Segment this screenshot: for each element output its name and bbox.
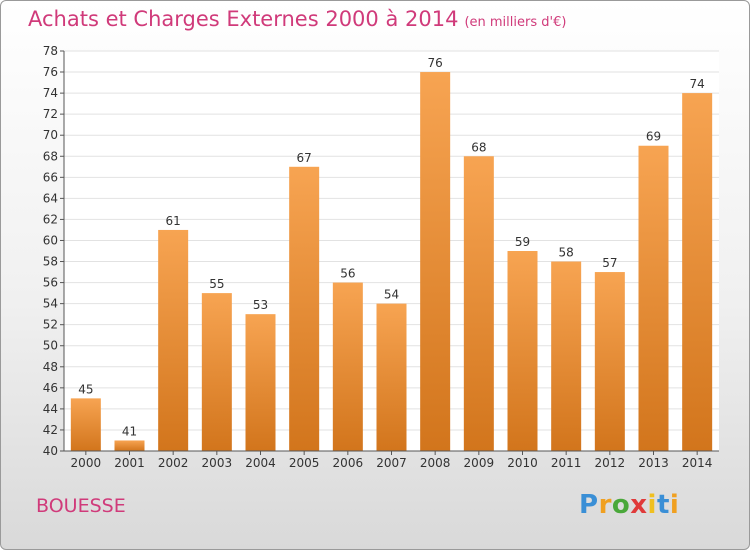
x-tick-label: 2001: [114, 456, 145, 470]
data-label: 56: [340, 267, 355, 281]
commune-name: BOUESSE: [36, 495, 126, 517]
logo-letter: i: [647, 490, 657, 520]
x-tick-label: 2004: [245, 456, 276, 470]
y-tick-label: 42: [43, 423, 58, 437]
logo-letter: t: [656, 490, 670, 520]
bar: [594, 272, 625, 451]
data-label: 53: [253, 298, 268, 312]
logo-letter: i: [669, 490, 680, 520]
data-label: 45: [78, 382, 93, 396]
data-label: 54: [384, 288, 399, 302]
logo-letter: o: [611, 490, 631, 520]
title-text: Achats et Charges Externes 2000 à 2014: [28, 7, 459, 31]
data-label: 67: [297, 151, 312, 165]
unit-label: (en milliers d'€): [464, 15, 567, 30]
chart-title: Achats et Charges Externes 2000 à 2014 (e…: [28, 7, 566, 31]
proxiti-logo: Proxiti: [579, 490, 679, 520]
y-tick-label: 74: [43, 86, 58, 100]
bar: [201, 293, 232, 451]
y-tick-label: 54: [43, 297, 58, 311]
x-tick-label: 2005: [289, 456, 320, 470]
data-label: 57: [602, 256, 617, 270]
y-tick-label: 70: [43, 128, 58, 142]
data-label: 76: [428, 56, 443, 70]
data-label: 59: [515, 235, 530, 249]
data-label: 61: [166, 214, 181, 228]
x-tick-label: 2012: [595, 456, 626, 470]
y-tick-label: 60: [43, 233, 58, 247]
y-tick-label: 78: [43, 44, 58, 58]
x-tick-label: 2006: [333, 456, 364, 470]
data-label: 41: [122, 424, 137, 438]
x-tick-label: 2009: [464, 456, 495, 470]
y-tick-label: 56: [43, 276, 58, 290]
x-tick-label: 2002: [158, 456, 189, 470]
y-tick-label: 66: [43, 170, 58, 184]
bar: [551, 261, 582, 451]
bar: [245, 314, 276, 451]
x-tick-label: 2013: [638, 456, 669, 470]
y-tick-label: 48: [43, 360, 58, 374]
logo-letter: x: [630, 490, 648, 520]
y-tick-label: 44: [43, 402, 58, 416]
bar: [114, 440, 145, 451]
y-tick-label: 40: [43, 444, 58, 458]
data-label: 74: [690, 77, 705, 91]
bar: [420, 72, 451, 451]
y-tick-label: 46: [43, 381, 58, 395]
data-label: 55: [209, 277, 224, 291]
bar: [682, 93, 713, 452]
data-label: 68: [471, 140, 486, 154]
bar: [463, 156, 494, 451]
bar: [376, 303, 407, 451]
y-tick-label: 68: [43, 149, 58, 163]
x-tick-label: 2011: [551, 456, 582, 470]
x-tick-label: 2008: [420, 456, 451, 470]
y-tick-label: 50: [43, 339, 58, 353]
y-tick-label: 64: [43, 191, 58, 205]
x-tick-label: 2003: [202, 456, 233, 470]
bar: [158, 229, 189, 451]
bar: [332, 282, 363, 451]
data-label: 69: [646, 130, 661, 144]
y-tick-label: 76: [43, 65, 58, 79]
bar: [507, 251, 538, 451]
logo-letter: P: [579, 490, 599, 520]
bar: [638, 145, 669, 451]
x-tick-label: 2000: [71, 456, 102, 470]
bar: [289, 166, 320, 451]
y-tick-label: 62: [43, 212, 58, 226]
bar: [70, 398, 101, 451]
y-tick-label: 58: [43, 255, 58, 269]
y-tick-label: 52: [43, 318, 58, 332]
x-tick-label: 2014: [682, 456, 713, 470]
x-tick-label: 2007: [376, 456, 407, 470]
data-label: 58: [559, 246, 574, 260]
y-tick-label: 72: [43, 107, 58, 121]
x-tick-label: 2010: [507, 456, 538, 470]
logo-letter: r: [598, 490, 612, 520]
